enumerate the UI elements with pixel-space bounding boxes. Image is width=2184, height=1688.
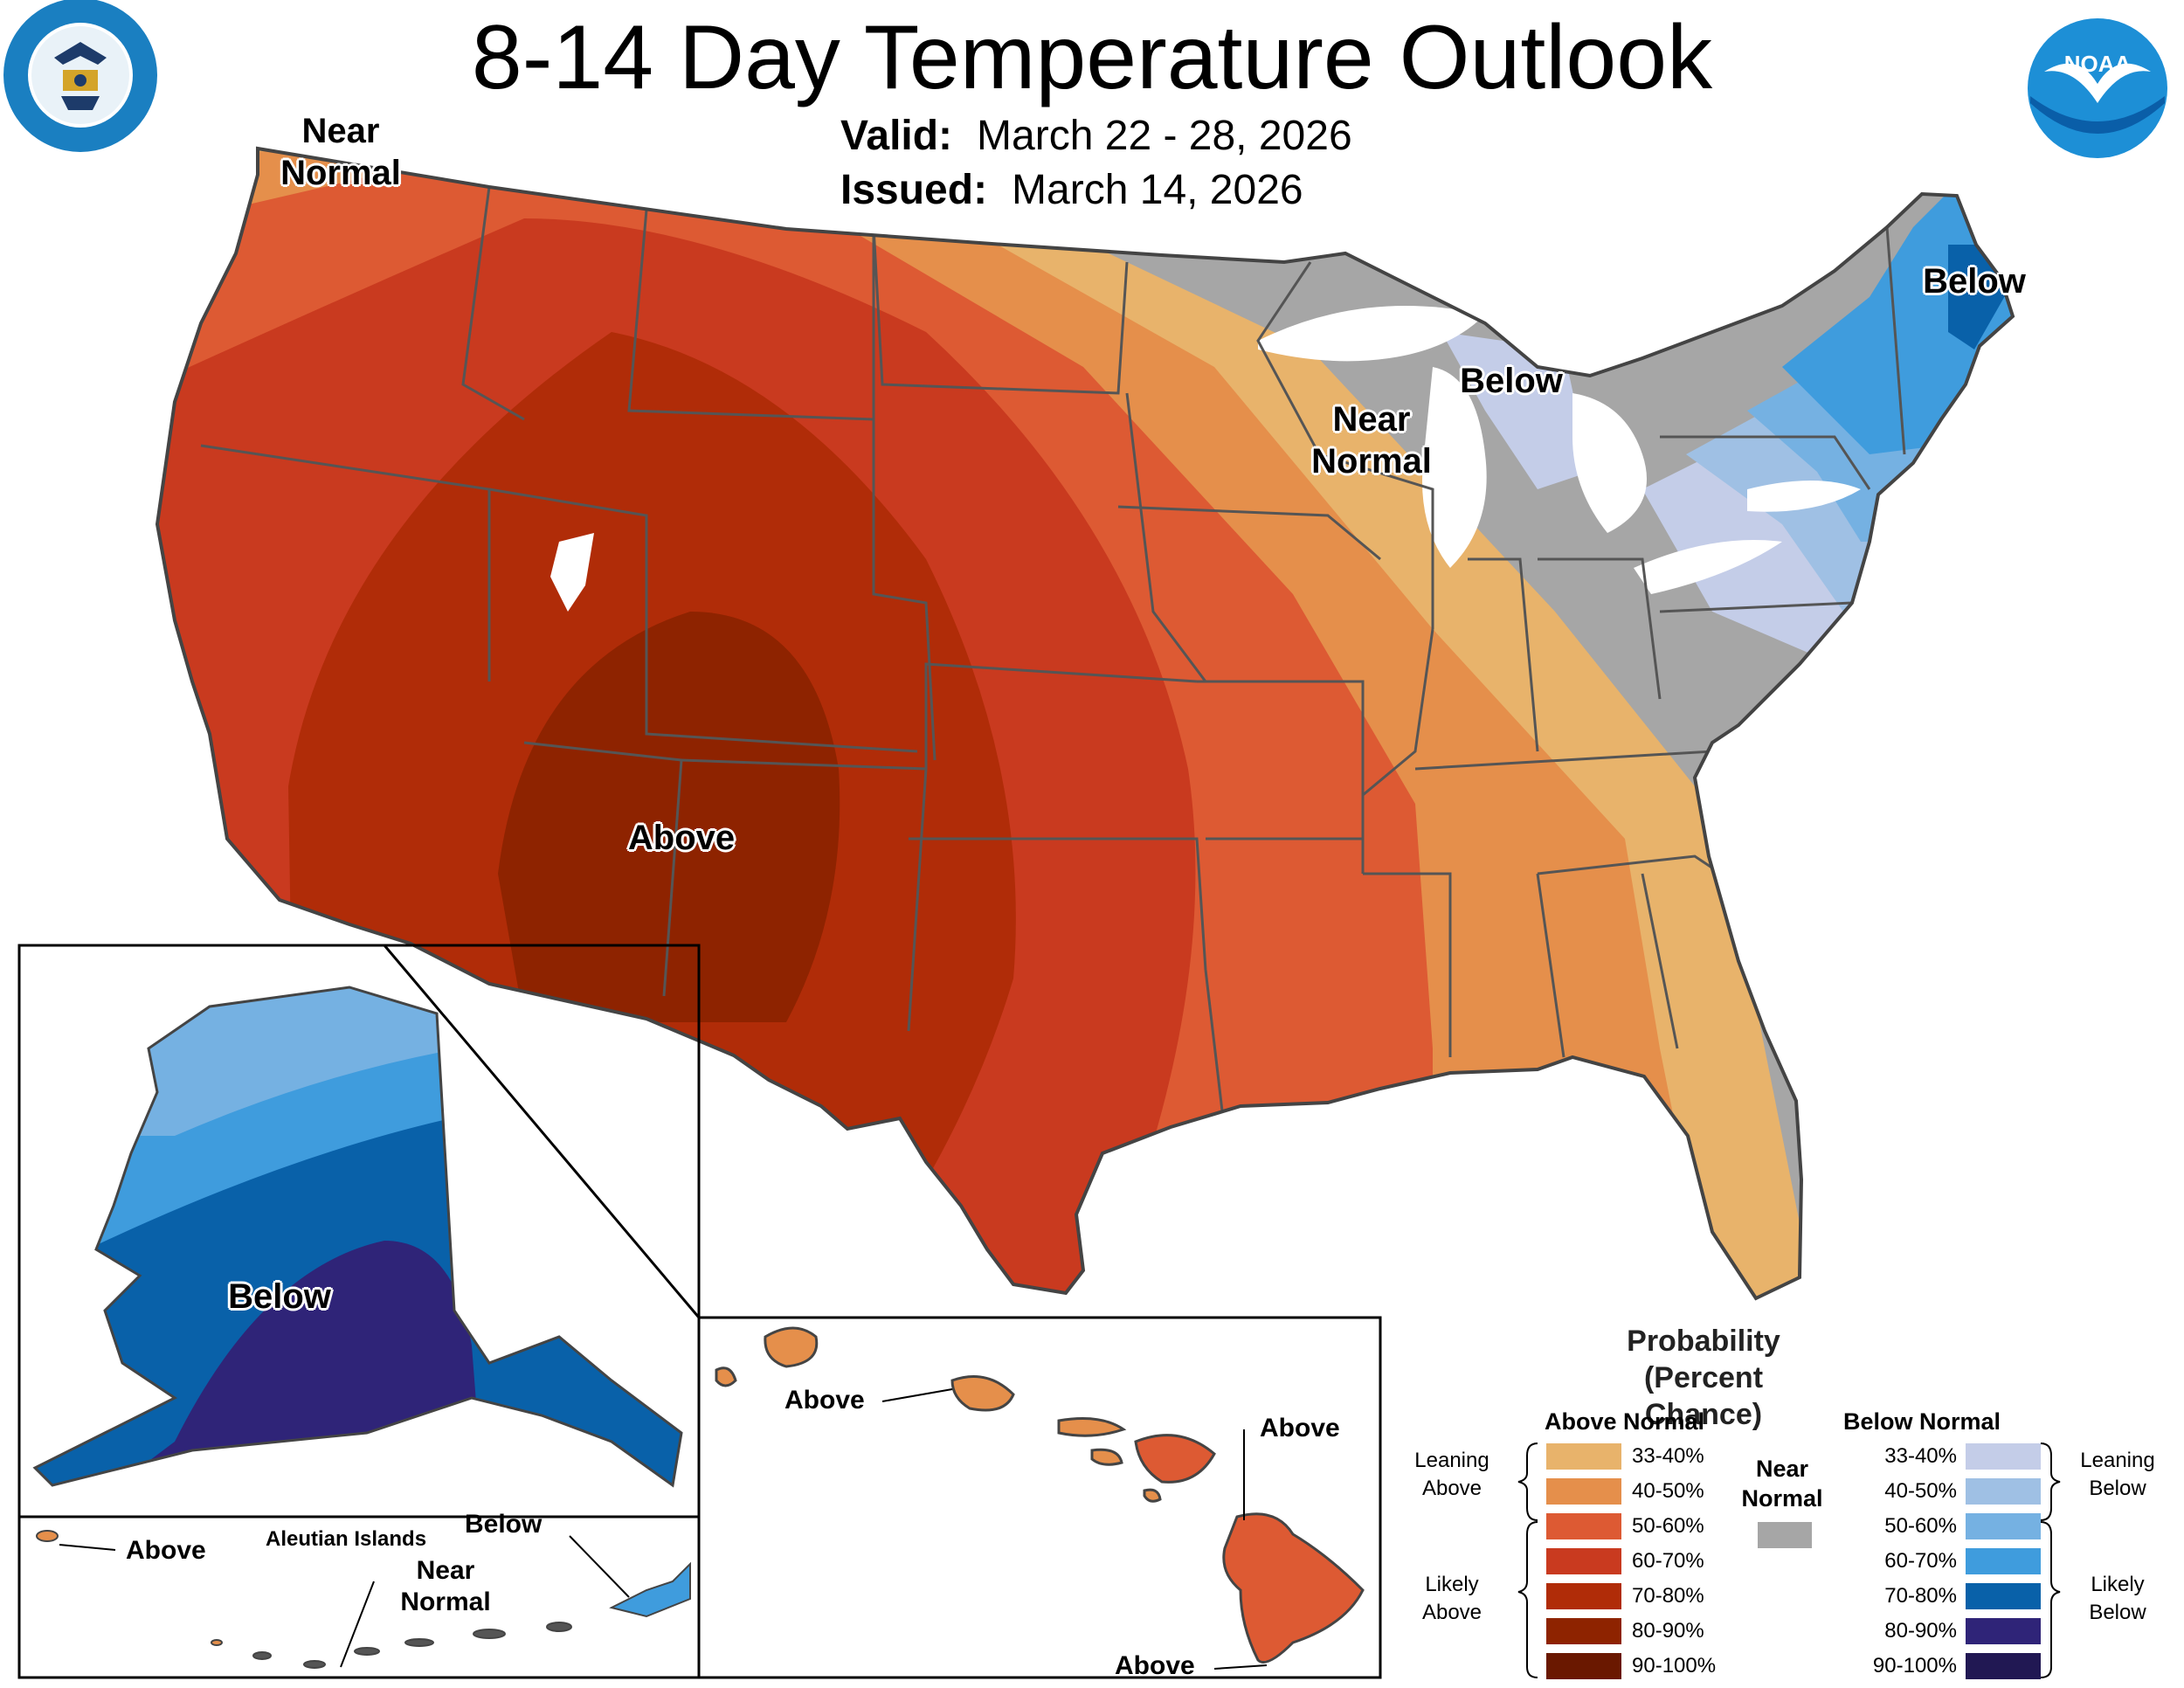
michigan-below-area (1441, 332, 1590, 489)
legend-above-range: 33-40% (1632, 1444, 1704, 1468)
label-alaska-below: Below (228, 1277, 331, 1316)
label-greatlakes-near-normal: Near Normal (1311, 400, 1432, 481)
issued-label: Issued: (840, 167, 988, 213)
label-michigan-below: Below (1460, 362, 1563, 400)
legend-below-swatch (1966, 1513, 2041, 1539)
legend-below-swatch (1966, 1443, 2041, 1470)
conus-outline (155, 146, 2015, 1301)
legend-leaning-below: Leaning Below (2080, 1449, 2155, 1500)
label-northeast-below: Below (1923, 262, 2026, 301)
legend-below-swatch (1966, 1618, 2041, 1644)
legend-above-range: 50-60% (1632, 1514, 1704, 1538)
legend-leaning-above: Leaning Above (1414, 1449, 1489, 1500)
lake-superior (1258, 306, 1485, 362)
valid-label: Valid: (840, 113, 953, 159)
legend-above-swatch (1546, 1618, 1621, 1644)
legend-near-normal-swatch (1758, 1522, 1812, 1548)
legend-above-swatch (1546, 1583, 1621, 1609)
lake-ontario (1747, 481, 1861, 512)
aleutian-below-label: Below (465, 1510, 543, 1539)
legend-below-swatch (1966, 1548, 2041, 1574)
commerce-seal-icon (3, 0, 157, 152)
aleutian-islands-title: Aleutian Islands (266, 1527, 427, 1551)
legend-below-swatch (1966, 1478, 2041, 1505)
legend-above-range: 80-90% (1632, 1619, 1704, 1643)
label-central-above: Above (627, 819, 736, 857)
aleutian-near-normal-label: Near Normal (400, 1556, 491, 1616)
hawaii-big-island-label: Above (1115, 1651, 1195, 1680)
hawaii-maui-label: Above (1260, 1414, 1340, 1442)
legend-likely-below: Likely Below (2089, 1573, 2146, 1624)
valid-dates: March 22 - 28, 2026 (977, 113, 1352, 159)
legend-below-range: 50-60% (1884, 1514, 1957, 1538)
lake-michigan (1422, 367, 1487, 568)
hawaii-kauai-label: Above (784, 1386, 865, 1415)
legend-above-range: 40-50% (1632, 1479, 1704, 1503)
legend-below-range: 60-70% (1884, 1549, 1957, 1573)
legend-below-range: 40-50% (1884, 1479, 1957, 1503)
state-borders (200, 186, 1906, 1119)
legend-below-swatch (1966, 1653, 2041, 1679)
legend-above-header: Above Normal (1545, 1408, 1705, 1435)
legend-above-swatch (1546, 1548, 1621, 1574)
hawaii-islands (715, 1326, 1365, 1664)
legend-below-range: 70-80% (1884, 1584, 1957, 1608)
legend-above-swatch (1546, 1443, 1621, 1470)
lake-huron (1572, 393, 1647, 533)
legend-below-range: 33-40% (1884, 1444, 1957, 1468)
page-title: 8-14 Day Temperature Outlook (471, 7, 1713, 108)
aleutian-leaders (59, 1535, 630, 1668)
valid-line: Valid: March 22 - 28, 2026 (840, 112, 1352, 161)
legend-below-range: 80-90% (1884, 1619, 1957, 1643)
noaa-logo-icon: NOAA (2028, 18, 2167, 158)
issued-date: March 14, 2026 (1012, 167, 1303, 213)
issued-line: Issued: March 14, 2026 (840, 166, 1303, 215)
legend-below-swatch (1966, 1583, 2041, 1609)
noaa-logo-text: NOAA (2064, 51, 2132, 77)
legend-near-normal-label: Near Normal (1741, 1456, 1823, 1512)
legend-title: Probability (Percent Chance) (1627, 1325, 1780, 1431)
legend-below-range: 90-100% (1872, 1654, 1957, 1678)
great-salt-lake (550, 533, 594, 612)
legend-above-swatch (1546, 1513, 1621, 1539)
lake-erie (1634, 540, 1782, 594)
aleutian-islands (36, 1530, 691, 1669)
legend-above-range: 60-70% (1632, 1549, 1704, 1573)
aleutian-above-label: Above (126, 1536, 206, 1565)
band-above-80-90 (498, 612, 840, 1022)
legend-likely-above: Likely Above (1421, 1573, 1482, 1624)
label-nw-near-normal: Near Normal (280, 112, 401, 192)
legend-above-swatch (1546, 1478, 1621, 1505)
legend-above-swatch (1546, 1653, 1621, 1679)
legend-above-range: 70-80% (1632, 1584, 1704, 1608)
hawaii-leaders (881, 1388, 1268, 1670)
legend-above-range: 90-100% (1632, 1654, 1717, 1678)
legend-below-header: Below Normal (1843, 1408, 2001, 1435)
